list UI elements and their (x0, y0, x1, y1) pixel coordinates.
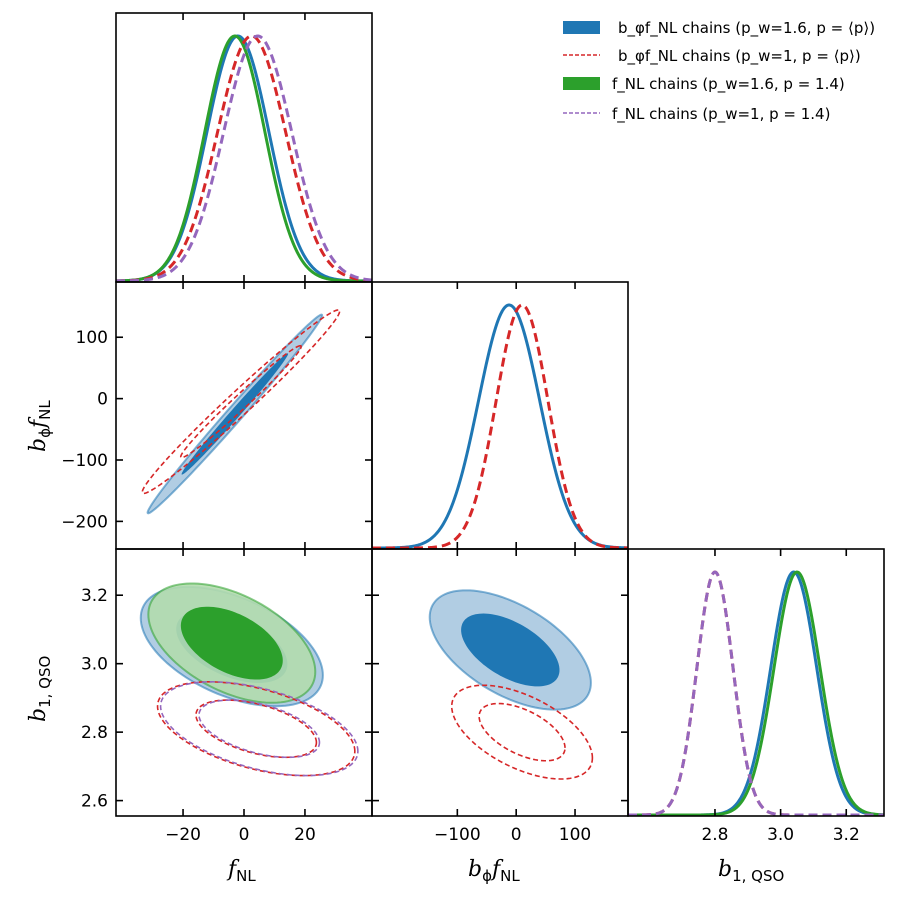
x-tick-label: 20 (294, 825, 316, 845)
legend-entry-green: f_NL chains (p_w=1.6, p = 1.4) (612, 75, 845, 94)
marginal-curve-red (115, 34, 373, 283)
panel-bphifnl-vs-b1 (428, 589, 594, 780)
x-tick-label: −20 (165, 825, 201, 845)
marginal-curve-green (115, 34, 373, 283)
contour-68-blue (181, 353, 289, 475)
legend-swatch-blue (563, 21, 600, 34)
frame-p22 (627, 548, 885, 817)
y-tick-label: 0 (97, 390, 108, 410)
y-tick-label: 2.6 (81, 792, 108, 812)
legend-swatch-green (563, 77, 600, 90)
panel-fnl-vs-bphifnl (141, 309, 341, 515)
y-tick-label: 2.8 (81, 723, 108, 743)
x-axis-label-fnl: fNL (226, 857, 256, 885)
marginal-curve-blue (371, 303, 629, 550)
panel-fnl-marginal (115, 34, 373, 283)
x-axis-label-bphifnl: bϕfNL (468, 857, 520, 885)
legend-entry-blue: b_φf_NL chains (p_w=1.6, p = ⟨p⟩) (618, 19, 875, 38)
contour-95-purple (159, 681, 359, 777)
y-tick-label: 100 (76, 328, 108, 348)
legend-entry-purple: f_NL chains (p_w=1, p = 1.4) (612, 105, 830, 124)
y-tick-label: 3.0 (81, 655, 108, 675)
y-axis-label-b1: b1, QSO (26, 656, 54, 722)
x-tick-label: 2.8 (701, 825, 728, 845)
x-axis-label-b1: b1, QSO (718, 857, 784, 885)
y-axis-label-bphifnl: bϕfNL (26, 400, 54, 452)
frame-p00 (115, 12, 373, 283)
contour-95-red (156, 681, 356, 777)
contour-68-red (195, 699, 318, 759)
axis-ticks: −20 0 20 −100 0 100 2.8 3.0 3.2−200−10001002.62.… (61, 13, 860, 845)
x-tick-label: 0 (239, 825, 250, 845)
x-tick-label: −100 (434, 825, 481, 845)
y-tick-label: −100 (61, 451, 108, 471)
x-tick-label: 0 (511, 825, 522, 845)
panel-fnl-vs-b1 (139, 582, 359, 777)
marginal-curve-red (371, 303, 629, 550)
contour-68-blue (461, 613, 560, 687)
marginal-curve-red (627, 570, 885, 817)
marginal-curve-purple (115, 34, 373, 283)
y-tick-label: 3.2 (81, 586, 108, 606)
x-tick-label: 3.2 (833, 825, 860, 845)
marginal-curve-purple (627, 570, 885, 817)
marginal-curve-blue (115, 34, 373, 283)
panel-bphifnl-marginal (371, 303, 629, 550)
contour-68-purple (198, 699, 321, 759)
marginal-curve-blue (627, 570, 885, 817)
contour-68-green (180, 606, 283, 680)
y-tick-label: −200 (61, 512, 108, 532)
frame-p11 (371, 281, 629, 550)
panel-b1-marginal (627, 570, 885, 817)
marginal-curve-green (627, 570, 885, 817)
contour-68-red (478, 702, 566, 762)
legend-entry-red: b_φf_NL chains (p_w=1, p = ⟨p⟩) (618, 47, 861, 66)
x-tick-label: 100 (559, 825, 591, 845)
x-tick-label: 3.0 (767, 825, 794, 845)
contour-95-red (141, 309, 341, 495)
contour-95-red (450, 684, 594, 780)
legend: b_φf_NL chains (p_w=1.6, p = ⟨p⟩) b_φf_N… (563, 19, 875, 124)
